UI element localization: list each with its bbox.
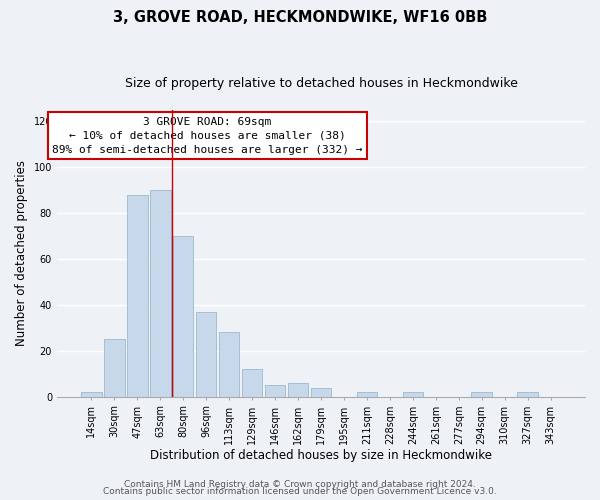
Text: 3 GROVE ROAD: 69sqm
← 10% of detached houses are smaller (38)
89% of semi-detach: 3 GROVE ROAD: 69sqm ← 10% of detached ho…	[52, 117, 362, 155]
Bar	[196, 312, 217, 397]
Bar	[81, 392, 101, 397]
Bar	[403, 392, 423, 397]
Bar	[104, 340, 125, 397]
Text: Contains public sector information licensed under the Open Government Licence v3: Contains public sector information licen…	[103, 487, 497, 496]
Bar	[356, 392, 377, 397]
X-axis label: Distribution of detached houses by size in Heckmondwike: Distribution of detached houses by size …	[150, 450, 492, 462]
Bar	[150, 190, 170, 397]
Bar	[265, 386, 286, 397]
Y-axis label: Number of detached properties: Number of detached properties	[15, 160, 28, 346]
Text: Contains HM Land Registry data © Crown copyright and database right 2024.: Contains HM Land Registry data © Crown c…	[124, 480, 476, 489]
Bar	[242, 369, 262, 397]
Bar	[173, 236, 193, 397]
Bar	[311, 388, 331, 397]
Bar	[219, 332, 239, 397]
Bar	[287, 383, 308, 397]
Text: 3, GROVE ROAD, HECKMONDWIKE, WF16 0BB: 3, GROVE ROAD, HECKMONDWIKE, WF16 0BB	[113, 10, 487, 25]
Bar	[517, 392, 538, 397]
Title: Size of property relative to detached houses in Heckmondwike: Size of property relative to detached ho…	[125, 78, 517, 90]
Bar	[472, 392, 492, 397]
Bar	[127, 194, 148, 397]
